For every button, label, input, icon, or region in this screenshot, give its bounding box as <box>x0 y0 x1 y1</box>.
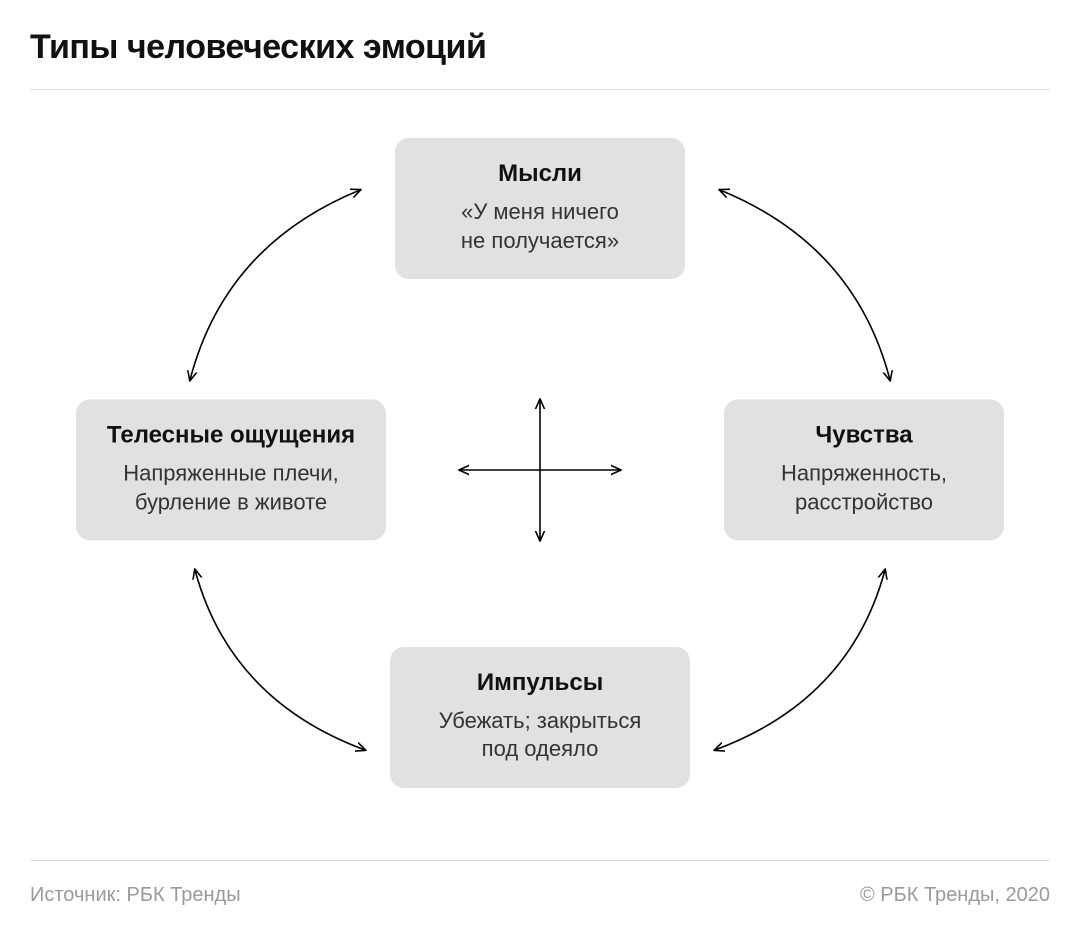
node-thoughts-title: Мысли <box>421 160 659 188</box>
node-body-title: Телесные ощущения <box>102 421 360 449</box>
divider-bottom <box>30 860 1050 861</box>
node-feelings-desc: Напряженность, расстройство <box>750 459 978 516</box>
arrow-top-right <box>720 190 890 380</box>
footer: Источник: РБК Тренды © РБК Тренды, 2020 <box>30 884 1050 907</box>
node-feelings: Чувства Напряженность, расстройство <box>724 399 1004 540</box>
node-thoughts: Мысли «У меня ничего не получается» <box>395 138 685 279</box>
arrow-top-left <box>190 190 360 380</box>
arrow-bottom-left <box>195 570 365 750</box>
arrow-bottom-right <box>715 570 885 750</box>
node-impulses-desc: Убежать; закрыться под одеяло <box>416 707 664 764</box>
node-body: Телесные ощущения Напряженные плечи, бур… <box>76 399 386 540</box>
node-body-desc: Напряженные плечи, бурление в животе <box>102 459 360 516</box>
node-feelings-title: Чувства <box>750 421 978 449</box>
node-thoughts-desc: «У меня ничего не получается» <box>421 198 659 255</box>
footer-copyright: © РБК Тренды, 2020 <box>860 884 1050 907</box>
diagram-area: Мысли «У меня ничего не получается» Чувс… <box>30 90 1050 850</box>
footer-source: Источник: РБК Тренды <box>30 884 241 907</box>
page-title: Типы человеческих эмоций <box>30 28 1050 67</box>
node-impulses: Импульсы Убежать; закрыться под одеяло <box>390 647 690 788</box>
infographic-container: Типы человеческих эмоций Мысли «У меня н… <box>0 0 1080 933</box>
node-impulses-title: Импульсы <box>416 669 664 697</box>
